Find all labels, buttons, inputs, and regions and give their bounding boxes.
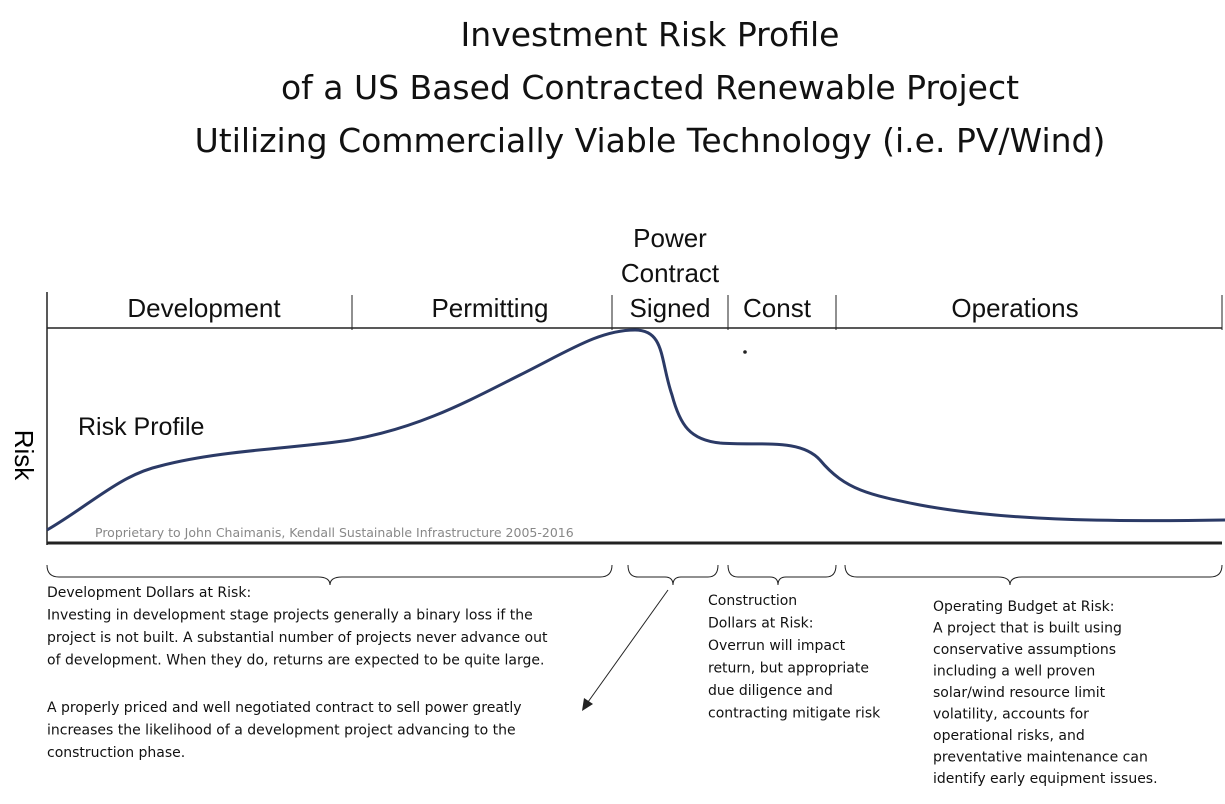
phase-label: Operations [951, 293, 1078, 323]
note-line: preventative maintenance can [933, 750, 1148, 766]
arrow [587, 589, 669, 703]
note-line: identify early equipment issues. [933, 771, 1158, 787]
phase-label: Contract [621, 258, 720, 288]
risk-curve [46, 328, 1225, 532]
phase-label: Permitting [431, 293, 548, 323]
note-line: construction phase. [47, 745, 185, 761]
note-line: operational risks, and [933, 728, 1085, 744]
note-line: Dollars at Risk: [708, 616, 813, 632]
note-line: of development. When they do, returns ar… [47, 653, 544, 669]
note-line: Operating Budget at Risk: [933, 599, 1115, 615]
brace [46, 564, 613, 586]
dot [743, 350, 747, 354]
phase-label: Power [633, 223, 707, 253]
title-line: Investment Risk Profile [461, 15, 840, 54]
note-line: return, but appropriate [708, 661, 869, 677]
note-line: volatility, accounts for [933, 707, 1089, 723]
copyright: Proprietary to John Chaimanis, Kendall S… [95, 525, 574, 540]
note-line: Construction [708, 593, 797, 609]
brace [727, 564, 837, 586]
arrow-head [582, 698, 593, 711]
note-line: conservative assumptions [933, 642, 1116, 658]
brace [844, 564, 1223, 586]
note-line: project is not built. A substantial numb… [47, 630, 548, 646]
note-line: contracting mitigate risk [708, 706, 881, 722]
note-line: Investing in development stage projects … [47, 608, 533, 624]
note-line: due diligence and [708, 683, 833, 699]
phase-label: Const [743, 293, 812, 323]
phase-label: Development [127, 293, 281, 323]
note-line: A project that is built using [933, 621, 1122, 637]
title-line: of a US Based Contracted Renewable Proje… [281, 68, 1019, 107]
phase-label: Signed [630, 293, 711, 323]
note-line: including a well proven [933, 664, 1095, 680]
note-line: Development Dollars at Risk: [47, 585, 251, 601]
note-line: Overrun will impact [708, 638, 846, 654]
note-line: increases the likelihood of a developmen… [47, 723, 516, 739]
title-line: Utilizing Commercially Viable Technology… [195, 121, 1106, 160]
y-axis-label: Risk [9, 430, 39, 482]
note-line: solar/wind resource limit [933, 685, 1106, 701]
brace [627, 564, 719, 586]
curve-label: Risk Profile [78, 413, 204, 441]
note-line: A properly priced and well negotiated co… [47, 700, 522, 716]
